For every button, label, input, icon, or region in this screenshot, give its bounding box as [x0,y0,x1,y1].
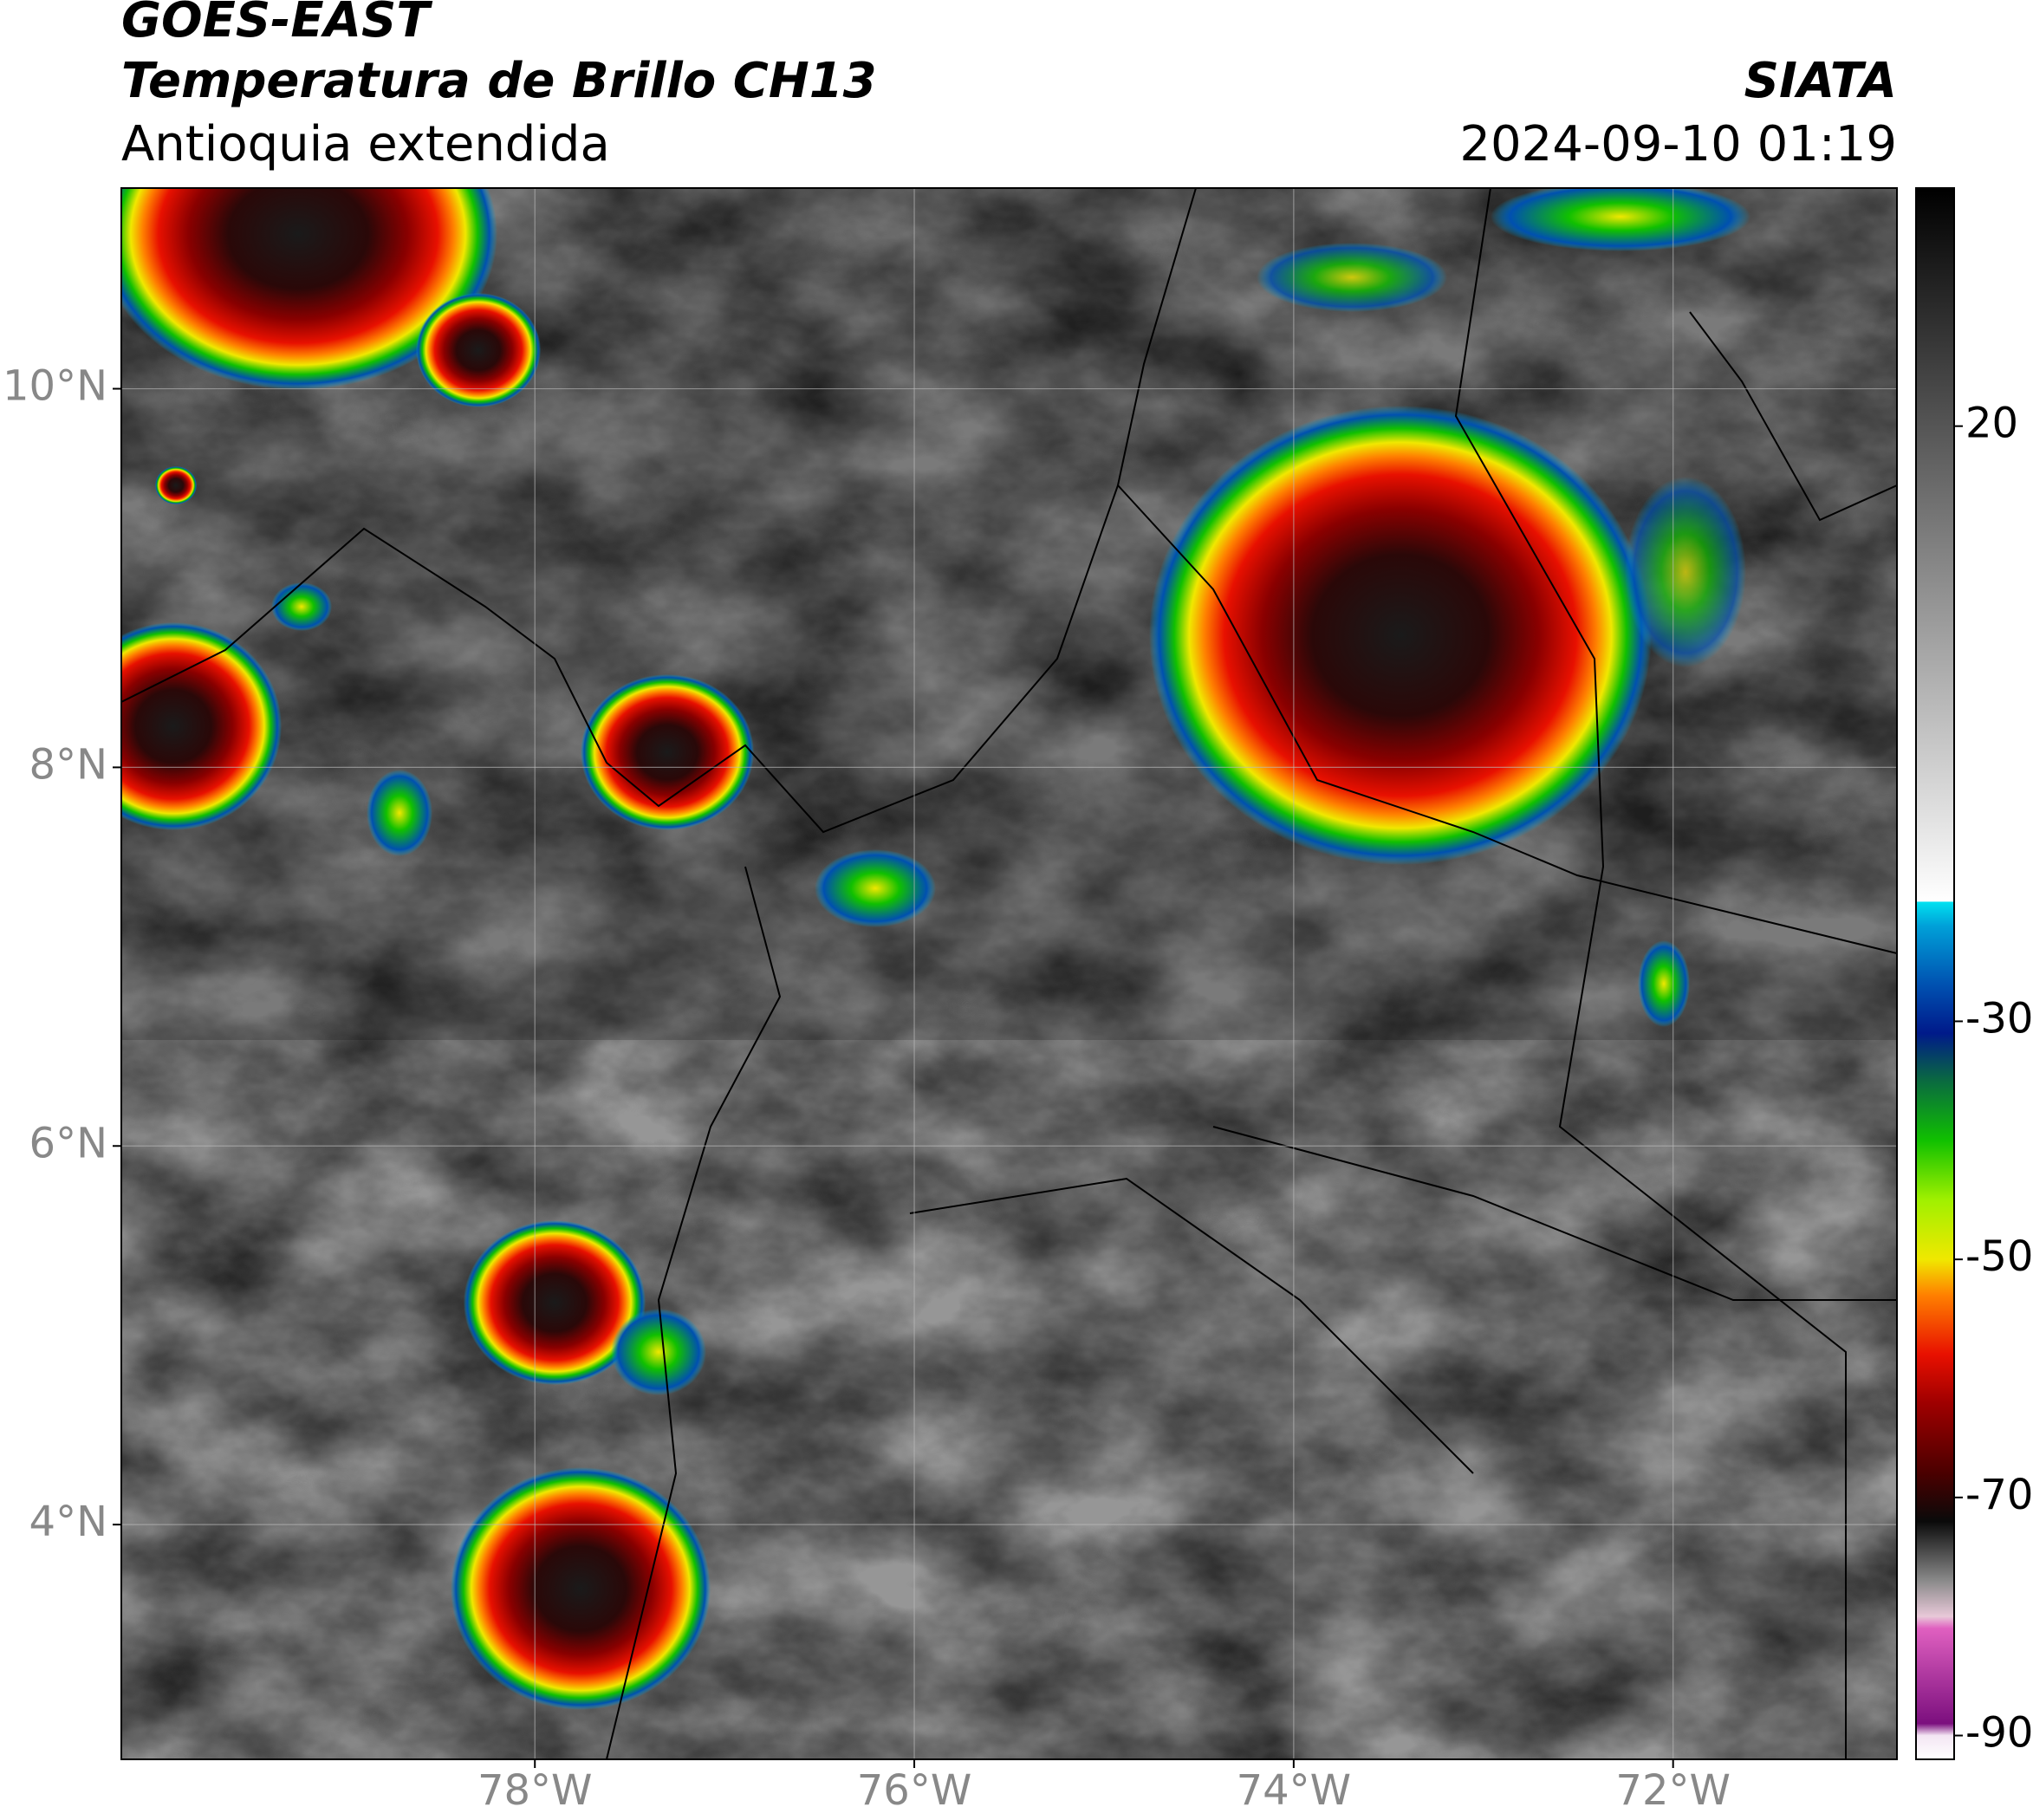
convective-cell [367,770,432,856]
grid [121,188,1897,1759]
x-tick-label: 78°W [477,1766,593,1815]
storm-cell [121,188,497,390]
convective-cell [611,1309,706,1395]
map-frame [120,187,1898,1760]
storm-cell [155,466,197,504]
convective-cell [271,582,332,631]
colorbar-tick-label: 20 [1965,400,2018,448]
timestamp: 2024-09-10 01:19 [1459,116,1897,172]
storm-cell [1149,406,1652,865]
convective-cell [815,849,936,927]
colorbar-tick-label: -50 [1965,1232,2033,1281]
map-image [121,188,1897,1759]
subtitle: Temperatura de Brillo CH13 [121,53,877,109]
colorbar-tick-label: -30 [1965,994,2033,1043]
x-tick-label: 76°W [857,1766,972,1815]
storm-cell [416,293,541,407]
storm-cell [464,1220,646,1385]
y-tick-label: 8°N [29,740,107,789]
storm-cell [451,1467,711,1710]
convective-cell [1625,477,1746,667]
region: Antioquia extendida [121,116,610,172]
convective-cell [1491,188,1750,251]
storm-cell [581,674,754,830]
storm-cell [121,622,282,830]
colorbar-tick-label: -90 [1965,1709,2033,1758]
y-tick-label: 10°N [3,362,107,411]
cloud-texture [121,188,1897,1759]
title: GOES-EAST [121,0,432,49]
x-tick-label: 74°W [1237,1766,1352,1815]
borders [121,188,1897,1759]
y-tick-label: 6°N [29,1119,107,1167]
colorbar-tick-label: -70 [1965,1471,2033,1519]
source: SIATA [1744,53,1897,109]
colorbar [1915,187,1955,1760]
y-tick-label: 4°N [29,1498,107,1546]
x-tick-label: 72°W [1615,1766,1731,1815]
convective-cell [1638,940,1690,1027]
convective-cell [1257,243,1447,312]
